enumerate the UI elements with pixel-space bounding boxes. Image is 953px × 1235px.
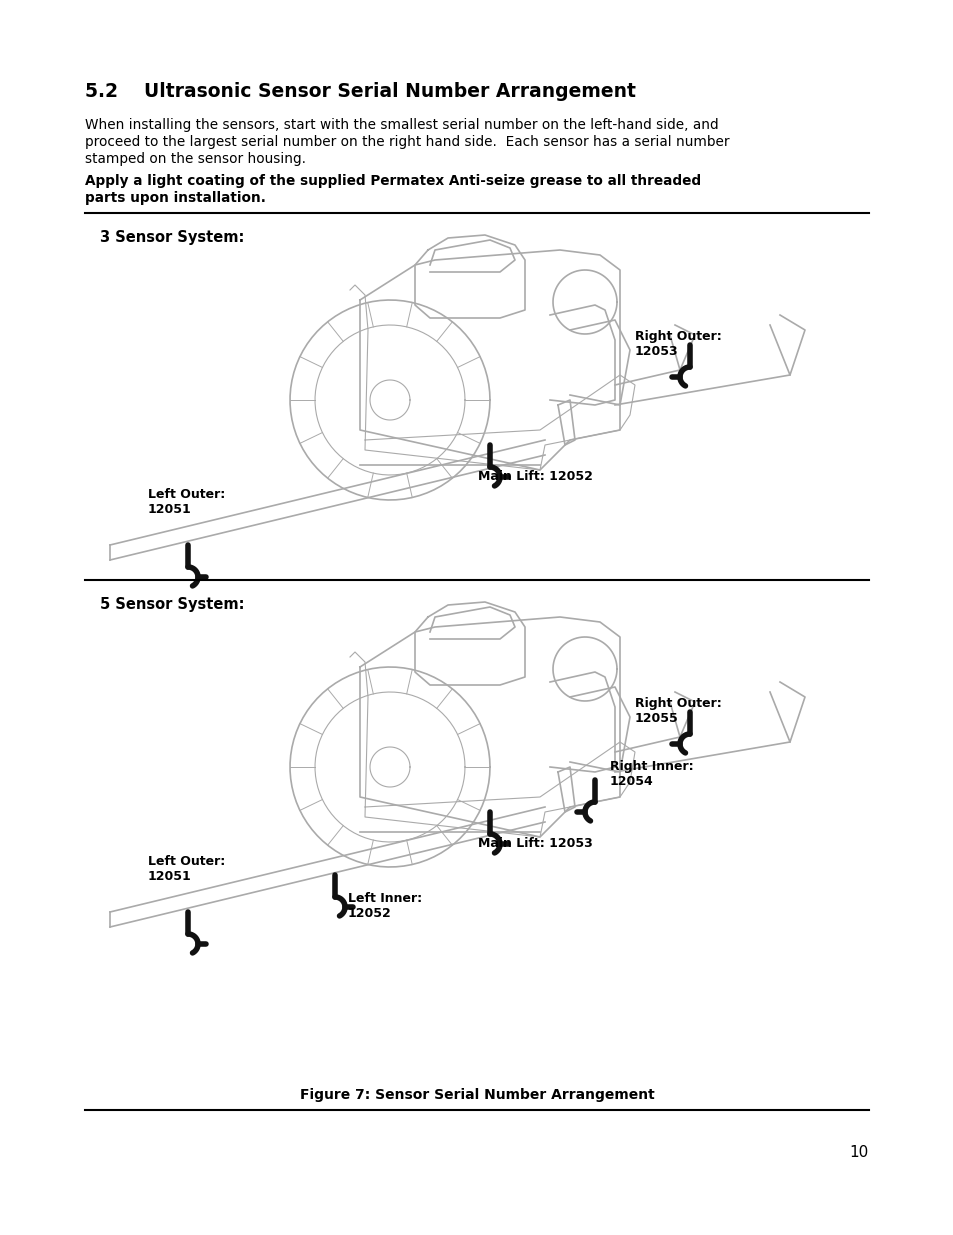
Text: 5.2    Ultrasonic Sensor Serial Number Arrangement: 5.2 Ultrasonic Sensor Serial Number Arra… xyxy=(85,82,636,101)
Text: Left Outer:
12051: Left Outer: 12051 xyxy=(148,488,225,516)
Text: 5 Sensor System:: 5 Sensor System: xyxy=(100,597,244,613)
Text: stamped on the sensor housing.: stamped on the sensor housing. xyxy=(85,152,306,165)
Text: 3 Sensor System:: 3 Sensor System: xyxy=(100,230,244,245)
Text: Left Outer:
12051: Left Outer: 12051 xyxy=(148,855,225,883)
Text: Apply a light coating of the supplied Permatex Anti-seize grease to all threaded: Apply a light coating of the supplied Pe… xyxy=(85,174,700,188)
Text: Main Lift: 12052: Main Lift: 12052 xyxy=(477,471,592,483)
Text: parts upon installation.: parts upon installation. xyxy=(85,191,266,205)
Text: 10: 10 xyxy=(849,1145,868,1160)
Text: Figure 7: Sensor Serial Number Arrangement: Figure 7: Sensor Serial Number Arrangeme… xyxy=(299,1088,654,1102)
Text: When installing the sensors, start with the smallest serial number on the left-h: When installing the sensors, start with … xyxy=(85,119,718,132)
Text: Right Outer:
12055: Right Outer: 12055 xyxy=(635,697,721,725)
Text: proceed to the largest serial number on the right hand side.  Each sensor has a : proceed to the largest serial number on … xyxy=(85,135,729,149)
Text: Main Lift: 12053: Main Lift: 12053 xyxy=(477,837,592,850)
Text: Left Inner:
12052: Left Inner: 12052 xyxy=(348,892,421,920)
Text: Right Outer:
12053: Right Outer: 12053 xyxy=(635,330,721,358)
Text: Right Inner:
12054: Right Inner: 12054 xyxy=(609,760,693,788)
